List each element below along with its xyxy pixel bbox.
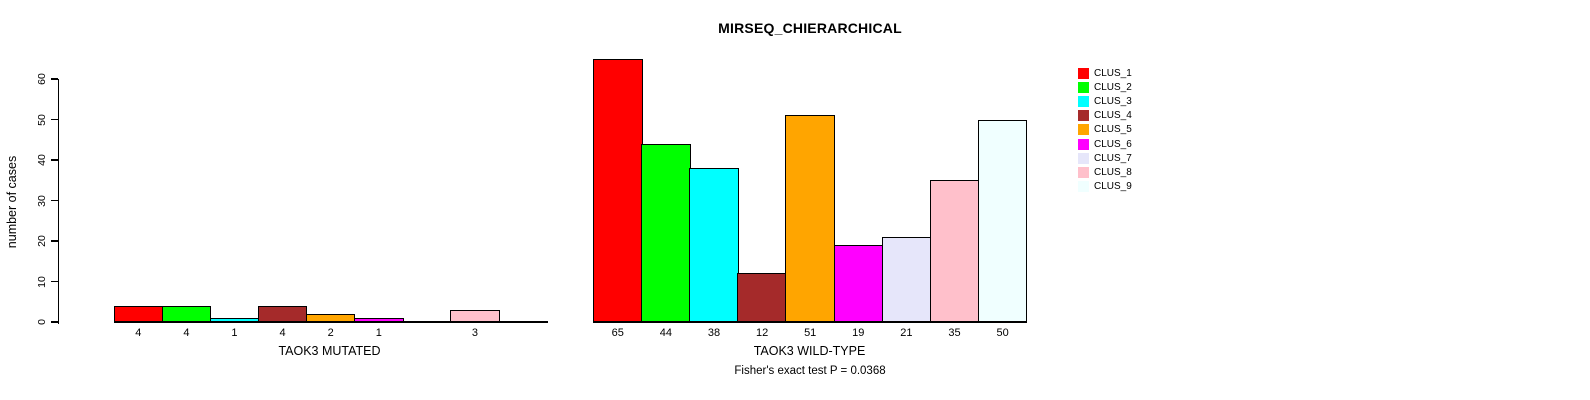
legend-item: CLUS_7 — [1078, 151, 1132, 165]
bar-value-label: 38 — [707, 327, 721, 339]
legend-item: CLUS_1 — [1078, 66, 1132, 80]
y-tick — [51, 159, 58, 161]
bar-value-label: 3 — [471, 327, 479, 339]
y-axis-line — [57, 79, 59, 324]
legend-item: CLUS_5 — [1078, 123, 1132, 137]
bar-CLUS_4 — [257, 305, 308, 322]
bar-CLUS_5 — [785, 115, 835, 322]
legend-label: CLUS_1 — [1094, 67, 1132, 79]
bar-CLUS_1 — [593, 58, 643, 322]
bar-value-label: 4 — [135, 327, 142, 339]
y-tick — [51, 280, 58, 283]
legend-swatch-CLUS_2 — [1078, 81, 1089, 93]
bar-value-label: 12 — [755, 327, 769, 339]
x-axis-title-wildtype: TAOK3 WILD-TYPE — [753, 344, 866, 358]
y-tick — [51, 118, 58, 121]
bar-value-label: 1 — [375, 327, 382, 339]
bar-CLUS_9 — [977, 119, 1028, 322]
legend-label: CLUS_9 — [1094, 181, 1132, 193]
legend-item: CLUS_4 — [1078, 109, 1132, 123]
legend-item: CLUS_8 — [1078, 165, 1132, 179]
legend-swatch-CLUS_7 — [1078, 152, 1089, 164]
legend-swatch-CLUS_6 — [1078, 138, 1089, 150]
bar-CLUS_6 — [354, 317, 404, 322]
y-tick — [51, 199, 58, 202]
legend-label: CLUS_7 — [1094, 152, 1132, 164]
bar-value-label: 21 — [900, 327, 913, 339]
fisher-test-annotation: Fisher's exact test P = 0.0368 — [734, 365, 886, 377]
legend-swatch-CLUS_3 — [1078, 95, 1089, 107]
legend-label: CLUS_6 — [1094, 138, 1132, 150]
legend-label: CLUS_5 — [1094, 124, 1132, 136]
bar-CLUS_8 — [450, 309, 500, 322]
legend-item: CLUS_2 — [1078, 80, 1132, 94]
legend-item: CLUS_6 — [1078, 137, 1132, 151]
bar-CLUS_3 — [689, 168, 739, 322]
bar-value-label: 51 — [804, 327, 817, 339]
bar-CLUS_1 — [113, 305, 164, 322]
bar-value-label: 50 — [996, 327, 1009, 339]
x-axis-title-mutated: TAOK3 MUTATED — [278, 344, 381, 358]
bar-value-label: 44 — [659, 327, 673, 339]
x-axis-baseline — [113, 321, 548, 323]
y-tick-label: 10 — [36, 275, 48, 288]
legend-label: CLUS_8 — [1094, 166, 1132, 178]
y-tick-label: 0 — [36, 319, 48, 325]
y-tick-label: 30 — [36, 194, 48, 207]
bar-value-label: 1 — [231, 327, 238, 339]
bar-CLUS_2 — [641, 143, 691, 322]
chart-title: MIRSEQ_CHIERARCHICAL — [718, 20, 902, 36]
y-tick-label: 60 — [36, 73, 48, 85]
y-axis-title: number of cases — [5, 155, 19, 249]
y-tick-label: 50 — [36, 113, 48, 126]
bar-value-label: 19 — [852, 327, 865, 339]
legend-item: CLUS_9 — [1078, 180, 1132, 194]
legend-label: CLUS_3 — [1094, 95, 1132, 107]
legend-swatch-CLUS_5 — [1078, 124, 1089, 136]
bar-CLUS_3 — [209, 317, 260, 322]
legend-item: CLUS_3 — [1078, 94, 1132, 108]
y-tick — [51, 240, 58, 242]
legend-label: CLUS_4 — [1094, 110, 1132, 122]
x-axis-baseline — [593, 321, 1028, 323]
bar-CLUS_2 — [161, 305, 212, 322]
y-tick-label: 20 — [36, 235, 48, 247]
bar-CLUS_8 — [929, 180, 980, 322]
legend-label: CLUS_2 — [1094, 81, 1132, 93]
y-tick-label: 40 — [36, 154, 48, 166]
legend: CLUS_1 CLUS_2 CLUS_3 CLUS_4 CLUS_5 CLUS_6 CLUS… — [1078, 66, 1132, 194]
legend-swatch-CLUS_8 — [1078, 166, 1089, 178]
y-tick — [51, 321, 58, 323]
y-tick — [51, 78, 58, 80]
bar-CLUS_6 — [833, 245, 884, 322]
bar-value-label: 65 — [611, 327, 624, 339]
bar-CLUS_7 — [881, 236, 932, 322]
bar-value-label: 4 — [279, 327, 286, 339]
legend-swatch-CLUS_1 — [1078, 67, 1089, 79]
bar-value-label: 2 — [327, 327, 334, 339]
bar-value-label: 35 — [948, 327, 961, 339]
legend-swatch-CLUS_9 — [1078, 181, 1089, 193]
bar-value-label: 4 — [183, 327, 190, 339]
bar-CLUS_4 — [737, 273, 787, 322]
bar-CLUS_5 — [305, 313, 356, 322]
legend-swatch-CLUS_4 — [1078, 110, 1089, 122]
